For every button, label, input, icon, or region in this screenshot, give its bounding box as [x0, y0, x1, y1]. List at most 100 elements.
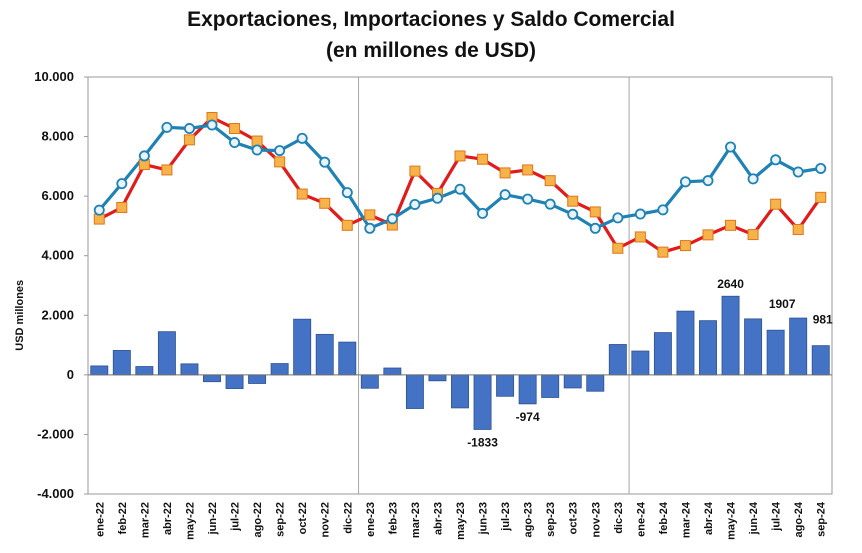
bar	[270, 363, 289, 376]
bar	[811, 345, 830, 376]
bar	[563, 374, 582, 389]
line-marker-square	[544, 175, 556, 187]
line-marker-square	[296, 188, 308, 200]
data-label: 981	[813, 313, 833, 327]
x-tick-label: oct-23	[568, 502, 580, 534]
line-marker-circle	[567, 208, 579, 220]
x-tick-label: feb-23	[387, 502, 399, 534]
line-marker-circle	[251, 144, 263, 156]
line-marker-circle	[454, 183, 466, 195]
bar	[428, 374, 447, 382]
x-tick-label: ago-22	[252, 502, 264, 537]
bar	[473, 374, 492, 430]
line-marker-circle	[409, 198, 421, 210]
bar	[608, 344, 627, 376]
line-marker-circle	[229, 137, 241, 149]
series-line	[98, 123, 821, 230]
x-tick-label: jul-23	[500, 502, 512, 532]
bar	[248, 374, 267, 384]
line-marker-square	[116, 201, 128, 213]
line-marker-square	[702, 229, 714, 241]
line-marker-square	[229, 123, 241, 135]
line-marker-square	[409, 165, 421, 177]
line-marker-circle	[612, 212, 624, 224]
bar	[135, 366, 154, 376]
line-marker-circle	[544, 198, 556, 210]
bar	[721, 295, 740, 376]
x-tick-label: may-24	[726, 501, 738, 540]
chart-title: Exportaciones, Importaciones y Saldo Com…	[187, 8, 675, 31]
line-marker-circle	[138, 150, 150, 162]
y-tick-label: 2.000	[41, 307, 74, 322]
y-tick-label: 4.000	[41, 248, 74, 263]
bar	[180, 363, 199, 376]
bar	[315, 333, 334, 376]
bar	[451, 374, 469, 409]
bar	[496, 374, 515, 397]
x-tick-label: ago-24	[793, 501, 805, 537]
bar	[293, 318, 312, 376]
bar	[157, 331, 176, 376]
x-tick-label: oct-22	[297, 502, 309, 534]
line-marker-square	[567, 195, 579, 207]
bar	[225, 374, 244, 389]
bar	[518, 374, 537, 405]
line-marker-circle	[770, 154, 782, 166]
data-label: -1833	[467, 435, 498, 449]
line-marker-circle	[522, 193, 534, 205]
x-tick-label: ene-23	[365, 502, 377, 537]
chart-subtitle: (en millones de USD)	[325, 39, 537, 62]
line-marker-circle	[725, 141, 737, 153]
line-marker-circle	[93, 204, 105, 216]
data-label: 2640	[717, 277, 744, 291]
x-tick-label: dic-22	[342, 502, 354, 534]
x-tick-label: nov-23	[590, 502, 602, 537]
x-tick-label: mar-22	[139, 502, 151, 538]
line-marker-square	[815, 191, 827, 203]
bar	[383, 367, 402, 376]
x-tick-label: sep-24	[816, 501, 828, 537]
x-tick-label: abr-24	[703, 501, 715, 535]
x-tick-label: feb-22	[117, 502, 129, 534]
data-label: -974	[516, 410, 540, 424]
bar	[789, 317, 808, 376]
line-marker-square	[522, 164, 534, 176]
line-marker-circle	[116, 178, 128, 190]
x-tick-label: ago-23	[523, 502, 535, 537]
line-marker-circle	[296, 132, 308, 144]
x-tick-label: jun-22	[207, 502, 219, 535]
bar	[338, 341, 357, 376]
line-marker-square	[725, 219, 737, 231]
line-marker-square	[319, 197, 331, 209]
line-marker-circle	[161, 121, 173, 133]
x-tick-label: sep-22	[275, 502, 287, 537]
line-marker-square	[589, 206, 601, 218]
x-tick-label: ene-22	[94, 502, 106, 537]
x-tick-label: abr-23	[432, 502, 444, 535]
y-tick-label: -2.000	[37, 426, 74, 441]
bar	[631, 350, 650, 376]
line-marker-square	[612, 242, 624, 254]
line-marker-circle	[815, 162, 827, 174]
line-marker-square	[499, 167, 511, 179]
x-tick-label: abr-22	[162, 502, 174, 535]
line-marker-square	[679, 240, 691, 252]
line-marker-square	[161, 164, 173, 176]
line-marker-circle	[657, 204, 669, 216]
line-marker-circle	[477, 207, 489, 219]
line-marker-circle	[792, 166, 804, 178]
data-label: 1907	[769, 297, 796, 311]
bar	[203, 374, 221, 383]
x-tick-label: jun-24	[748, 501, 760, 535]
bar	[405, 374, 424, 409]
x-tick-label: may-23	[455, 502, 467, 540]
line-marker-square	[792, 224, 804, 236]
x-tick-label: jul-24	[771, 501, 783, 532]
line-marker-circle	[206, 119, 218, 131]
line-marker-square	[747, 229, 759, 241]
line-marker-circle	[634, 208, 646, 220]
y-tick-label: 6.000	[41, 188, 74, 203]
x-tick-label: jul-22	[230, 502, 242, 532]
line-marker-circle	[499, 189, 511, 201]
line-marker-square	[477, 153, 489, 165]
